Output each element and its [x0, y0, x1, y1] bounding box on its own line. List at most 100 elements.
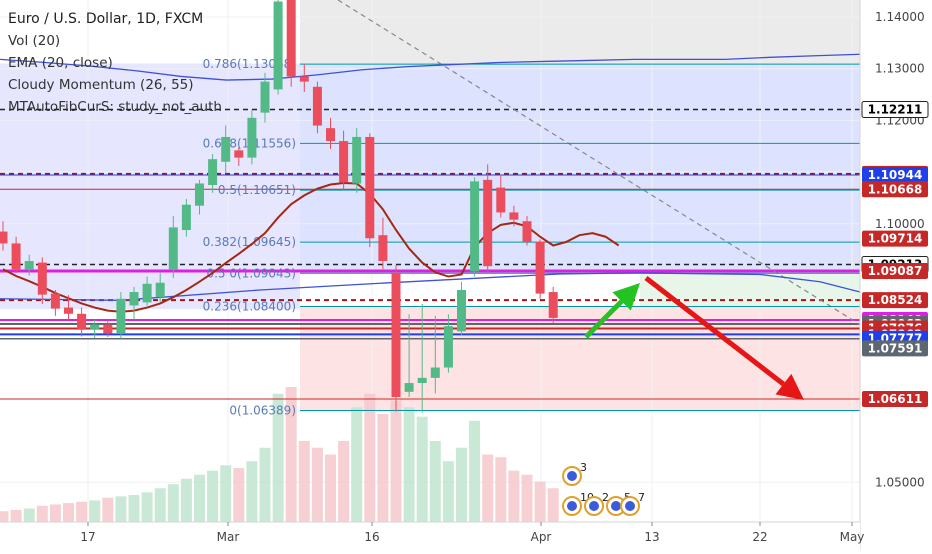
volume-bar — [442, 461, 454, 522]
volume-bar — [495, 457, 507, 522]
candle-body[interactable] — [50, 293, 60, 309]
candle-body[interactable] — [129, 292, 139, 306]
candle-body[interactable] — [234, 150, 244, 158]
indicator-ema[interactable]: EMA (20, close) — [8, 55, 113, 71]
candle-body[interactable] — [470, 181, 480, 272]
fib-label: 0.236(1.08400) — [203, 300, 296, 314]
candle-body[interactable] — [299, 76, 309, 82]
volume-bar — [521, 474, 533, 522]
candle-body[interactable] — [430, 367, 440, 378]
candle-body[interactable] — [11, 243, 21, 270]
volume-bar — [0, 511, 9, 522]
fib-zone-left — [0, 63, 300, 310]
event-count-label: 7 — [638, 491, 645, 504]
candle-body[interactable] — [90, 324, 100, 330]
volume-bar — [298, 441, 310, 522]
trendline-dashed — [337, 0, 861, 326]
indicator-autofib[interactable]: MTAutoFibCurS: study_not_auth — [8, 99, 222, 115]
event-flag-icon[interactable] — [567, 501, 577, 511]
event-flag-icon[interactable] — [625, 501, 635, 511]
volume-bar — [469, 420, 481, 522]
candle-body[interactable] — [286, 0, 296, 77]
volume-bar — [128, 495, 140, 522]
volume-bar — [233, 468, 245, 522]
candle-body[interactable] — [142, 283, 152, 303]
candle-body[interactable] — [24, 261, 34, 270]
candle-body[interactable] — [37, 262, 47, 295]
candle-body[interactable] — [208, 159, 218, 186]
arrow-down-head — [775, 373, 804, 400]
volume-bar — [482, 454, 494, 522]
candle-body[interactable] — [260, 81, 270, 113]
volume-bar — [246, 461, 258, 522]
candle-body[interactable] — [352, 136, 362, 184]
price-label-text: 1.10668 — [868, 182, 923, 196]
x-tick-label: Mar — [217, 530, 240, 544]
candle-body[interactable] — [155, 282, 165, 298]
fib-zone-red — [300, 306, 860, 411]
volume-bar — [10, 509, 22, 522]
volume-bar — [115, 496, 127, 522]
volume-bar — [63, 503, 74, 522]
volume-bar — [23, 508, 35, 522]
price-label-box — [862, 340, 928, 357]
candle-body[interactable] — [168, 227, 178, 270]
event-flag-icon[interactable] — [589, 501, 599, 511]
candle-body[interactable] — [417, 377, 427, 384]
candle-body[interactable] — [103, 324, 113, 334]
volume-bar — [325, 454, 336, 522]
candle-body[interactable] — [496, 187, 506, 213]
candle-body[interactable] — [443, 326, 453, 368]
candle-body[interactable] — [339, 141, 349, 183]
chart-legend: Euro / U.S. Dollar, 1D, FXCM Vol (20) EM… — [8, 8, 222, 118]
symbol-title[interactable]: Euro / U.S. Dollar, 1D, FXCM — [8, 11, 204, 27]
candle-body[interactable] — [312, 86, 322, 126]
fib-label: 0.786(1.13088) — [203, 57, 296, 71]
indicator-cloudy-momentum[interactable]: Cloudy Momentum (26, 55) — [8, 77, 194, 93]
indicator-vol[interactable]: Vol (20) — [8, 33, 61, 49]
volume-bar — [338, 441, 350, 522]
fib-label: 0(1.06389) — [229, 403, 296, 417]
event-flag-icon[interactable] — [611, 501, 621, 511]
volume-bar — [36, 505, 48, 522]
candle-body[interactable] — [221, 136, 231, 162]
volume-bar — [89, 500, 101, 522]
candle-body[interactable] — [457, 289, 466, 332]
candle-body[interactable] — [77, 313, 87, 330]
candle-body[interactable] — [64, 307, 73, 314]
candle-body[interactable] — [195, 183, 204, 206]
volume-bar — [49, 504, 61, 522]
volume-bar — [351, 407, 363, 522]
fib-label: 0.5 0(1.09043) — [206, 266, 296, 280]
volume-bar — [207, 470, 219, 522]
candle-body[interactable] — [483, 179, 493, 267]
candle-body[interactable] — [365, 136, 375, 239]
price-label-text: 1.10944 — [868, 168, 923, 182]
candle-body[interactable] — [247, 117, 257, 158]
volume-bar — [534, 481, 546, 522]
candle-body[interactable] — [522, 221, 532, 242]
candle-body[interactable] — [181, 204, 191, 231]
x-tick-label: 13 — [644, 530, 659, 544]
price-label-box — [862, 292, 928, 309]
event-flag-icon[interactable] — [567, 471, 577, 481]
candle-body[interactable] — [391, 272, 401, 397]
candle-body[interactable] — [535, 241, 545, 294]
candle-body[interactable] — [326, 128, 335, 142]
candle-body[interactable] — [509, 212, 519, 220]
candle-body[interactable] — [378, 235, 388, 262]
price-label-text: 1.12211 — [868, 102, 923, 116]
candle-body[interactable] — [0, 231, 8, 244]
candle-body[interactable] — [548, 292, 558, 318]
y-tick-label: 1.05000 — [875, 475, 925, 489]
volume-bar — [416, 416, 428, 522]
time-axis-bg — [0, 522, 860, 550]
arrow-up-shaft — [584, 299, 624, 339]
volume-bar — [102, 497, 114, 522]
x-tick-label: Apr — [531, 530, 552, 544]
candle-body[interactable] — [273, 1, 283, 90]
candle-body[interactable] — [116, 298, 126, 334]
candle-body[interactable] — [404, 383, 414, 392]
